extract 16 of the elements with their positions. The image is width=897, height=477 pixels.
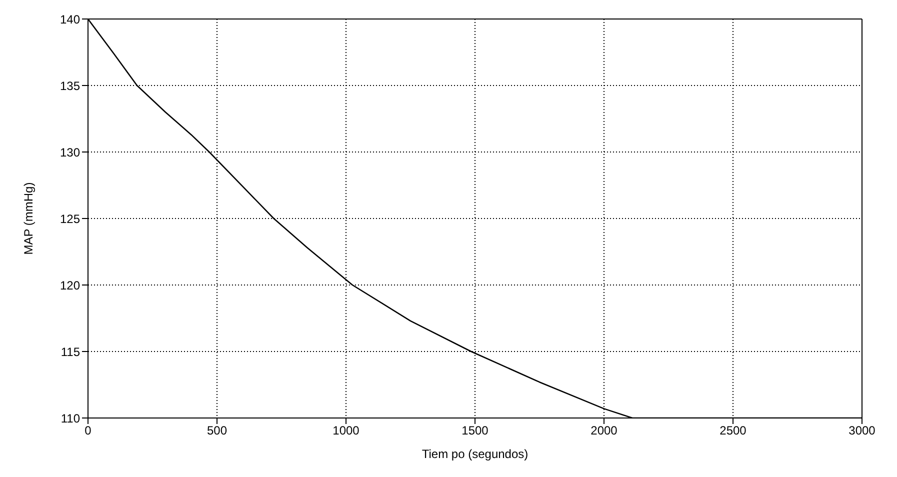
x-tick-label: 2000 xyxy=(590,424,618,438)
x-tick-label: 2500 xyxy=(720,424,747,438)
y-tick-label: 110 xyxy=(60,411,80,426)
x-tick-label: 1500 xyxy=(462,424,489,438)
x-axis-title: Tiem po (segundos) xyxy=(422,447,528,461)
y-axis-title: MAP (mmHg) xyxy=(21,182,36,255)
y-tick-label: 135 xyxy=(60,78,80,93)
y-tick-label: 140 xyxy=(60,12,80,26)
y-tick-label: 115 xyxy=(60,344,80,359)
x-tick-label: 3000 xyxy=(848,424,876,438)
x-tick-label: 1000 xyxy=(332,424,360,438)
y-tick-label: 125 xyxy=(60,212,80,226)
x-tick-label: 500 xyxy=(206,424,228,438)
y-tick-label: 130 xyxy=(60,145,80,160)
x-tick-label: 0 xyxy=(84,424,92,438)
y-tick-label: 120 xyxy=(60,278,80,292)
